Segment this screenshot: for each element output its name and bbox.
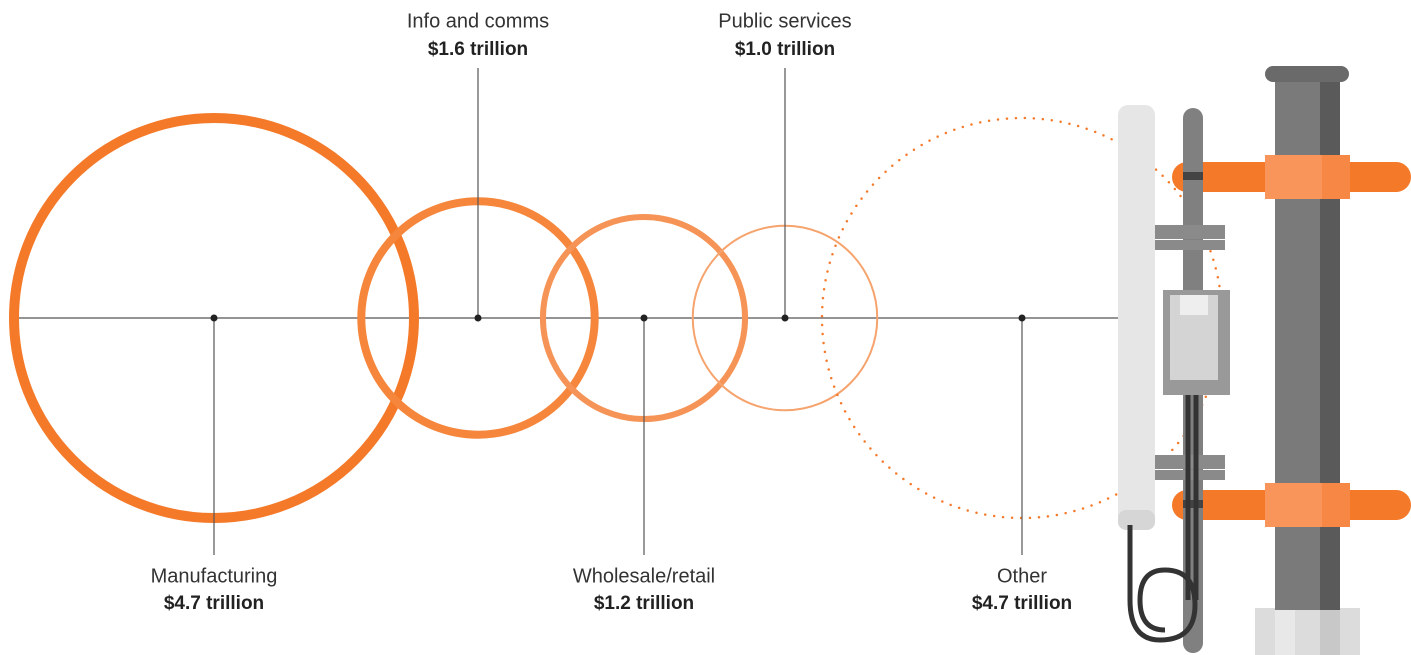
- category-label: Manufacturing: [151, 565, 278, 587]
- center-dot: [1018, 314, 1026, 322]
- value-label: $4.7 trillion: [164, 593, 264, 614]
- center-dot: [781, 314, 789, 322]
- category-label: Public services: [718, 10, 851, 32]
- value-label: $1.2 trillion: [594, 593, 694, 614]
- center-dot: [474, 314, 482, 322]
- category-label: Info and comms: [407, 10, 549, 32]
- pole-illustration: [1118, 66, 1411, 655]
- bubbles: Manufacturing $4.7 trillion Info and comms…: [9, 10, 1224, 614]
- category-label: Wholesale/retail: [573, 565, 715, 587]
- value-label: $4.7 trillion: [972, 593, 1072, 614]
- center-dot: [640, 314, 648, 322]
- center-dot: [210, 314, 218, 322]
- value-label: $1.6 trillion: [428, 39, 528, 60]
- category-label: Other: [997, 565, 1047, 587]
- value-label: $1.0 trillion: [735, 39, 835, 60]
